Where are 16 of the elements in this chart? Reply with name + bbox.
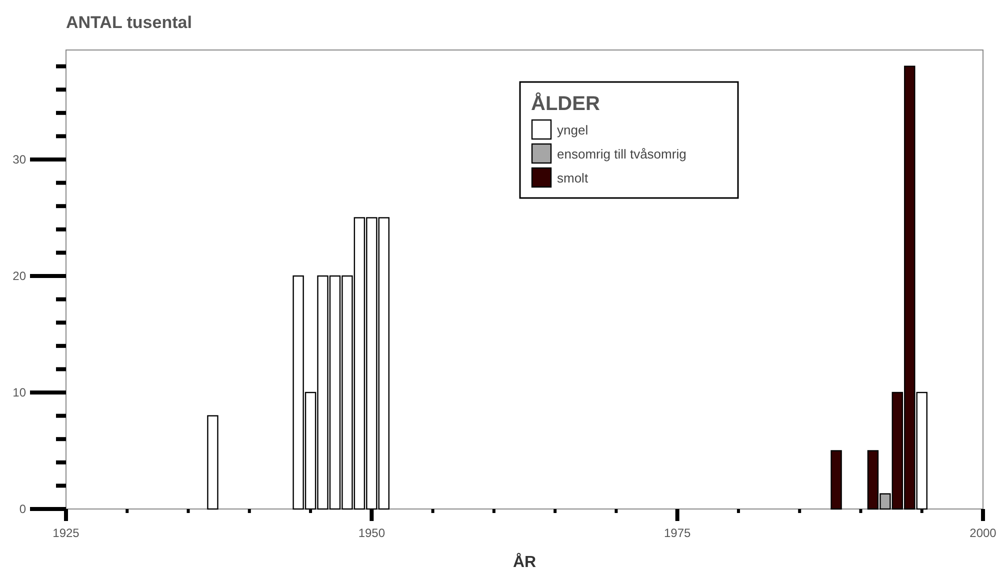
y-tick-label: 30 — [12, 152, 26, 167]
x-axis-title: ÅR — [512, 552, 536, 571]
legend-title: ÅLDER — [531, 92, 600, 115]
legend-label: yngel — [557, 122, 588, 138]
y-tick-label: 20 — [12, 269, 26, 284]
x-tick-label: 2000 — [970, 526, 997, 540]
bar — [830, 450, 842, 510]
y-tick-label: 10 — [12, 386, 26, 400]
y-tick-label: 0 — [19, 502, 26, 516]
x-tick-label: 1975 — [664, 526, 692, 540]
legend-label: ensomrig till tvåsomrig — [557, 146, 686, 162]
bar — [207, 415, 218, 510]
x-tick-label: 1925 — [52, 526, 80, 540]
chart-title: ANTAL tusental — [66, 13, 192, 32]
legend-label: smolt — [557, 170, 588, 186]
x-tick-label: 1950 — [358, 526, 386, 540]
